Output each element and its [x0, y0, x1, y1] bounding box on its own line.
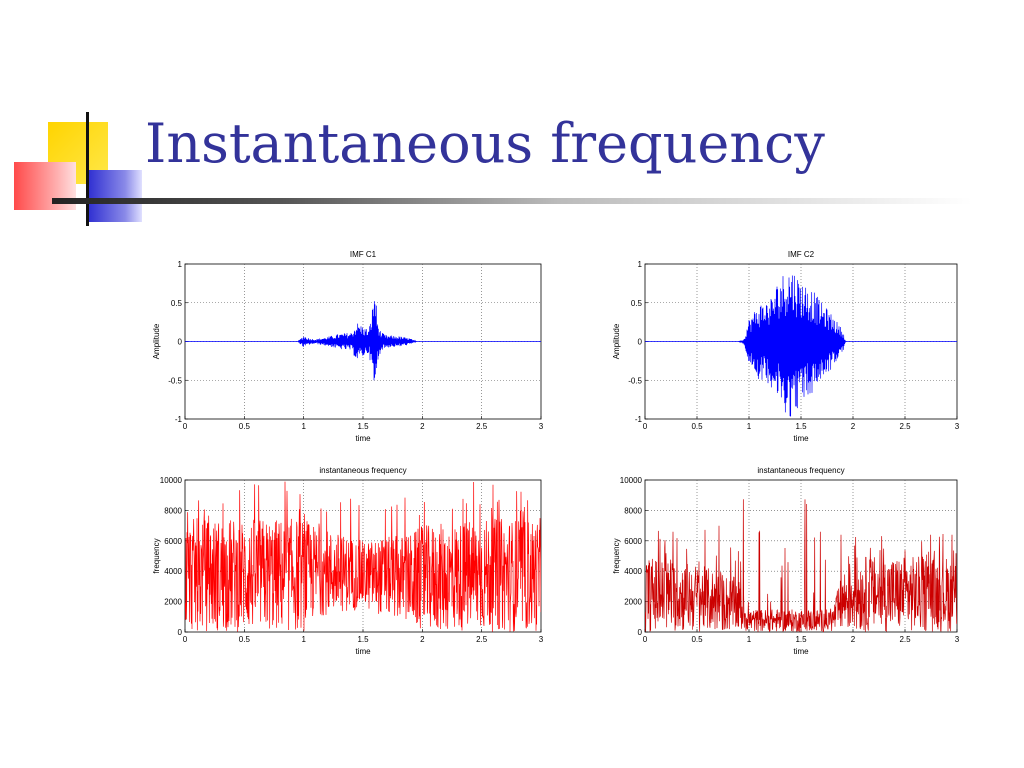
x-tick-label: 1.5	[795, 635, 807, 644]
chart-title: instantaneous frequency	[319, 466, 406, 475]
y-tick-label: 6000	[624, 537, 642, 546]
x-tick-label: 2	[420, 635, 425, 644]
x-axis-label: time	[355, 647, 371, 656]
y-tick-label: 0	[638, 338, 643, 347]
x-tick-label: 1	[301, 422, 306, 431]
x-tick-label: 0	[643, 422, 648, 431]
chart-imf-c1: 0 0.5 1 1.5 2 2.5 3 1 0.5 0 -0.5 -1 IMF C1 time Amplit…	[145, 242, 555, 452]
x-axis-label: time	[793, 647, 809, 656]
deco-blue-square	[86, 170, 142, 222]
y-tick-label: 1	[178, 260, 183, 269]
chart-title: instantaneous frequency	[757, 466, 844, 475]
x-tick-label: 1	[301, 635, 306, 644]
chart-imf-c1-svg: 0 0.5 1 1.5 2 2.5 3 1 0.5 0 -0.5 -1 IMF C1 time Amplit…	[152, 250, 544, 443]
y-tick-label: -1	[635, 415, 643, 424]
x-tick-label: 1	[747, 422, 752, 431]
y-tick-label: 10000	[620, 476, 643, 485]
y-tick-label: 0	[178, 338, 183, 347]
x-tick-label: 1	[747, 635, 752, 644]
x-tick-label: 0	[183, 635, 188, 644]
chart-title: IMF C1	[350, 250, 377, 259]
chart-imf-c2-svg: 0 0.5 1 1.5 2 2.5 3 1 0.5 0 -0.5 -1 IMF C2 time Amplit…	[612, 250, 960, 443]
y-tick-label: -1	[175, 415, 183, 424]
chart-if-c2: 0 0.5 1 1.5 2 2.5 3 10000 8000 6000 4000 2000 0 insta…	[605, 458, 975, 668]
x-tick-label: 3	[955, 635, 960, 644]
y-tick-label: 0	[178, 628, 183, 637]
x-tick-label: 2.5	[476, 422, 488, 431]
y-tick-label: -0.5	[168, 376, 182, 385]
x-tick-label: 2	[851, 635, 856, 644]
y-tick-label: 4000	[624, 567, 642, 576]
x-tick-label: 0.5	[239, 422, 251, 431]
y-tick-label: 8000	[164, 506, 182, 515]
x-tick-label: 2.5	[476, 635, 488, 644]
y-tick-label: 10000	[160, 476, 183, 485]
x-tick-label: 0.5	[691, 422, 703, 431]
x-tick-label: 3	[539, 422, 544, 431]
x-tick-label: 2	[420, 422, 425, 431]
y-tick-label: 8000	[624, 506, 642, 515]
chart-if-c1-svg: 0 0.5 1 1.5 2 2.5 3 10000 8000 6000 4000 2000 0 insta…	[152, 466, 544, 656]
chart-if-c2-svg: 0 0.5 1 1.5 2 2.5 3 10000 8000 6000 4000 2000 0 insta…	[612, 466, 960, 656]
x-tick-label: 0.5	[239, 635, 251, 644]
y-tick-label: 4000	[164, 567, 182, 576]
y-tick-label: 2000	[164, 598, 182, 607]
x-tick-label: 3	[539, 635, 544, 644]
x-tick-label: 1.5	[795, 422, 807, 431]
x-axis-label: time	[793, 434, 809, 443]
y-tick-label: 1	[638, 260, 643, 269]
y-tick-label: 0	[638, 628, 643, 637]
title-underline	[52, 198, 972, 204]
y-tick-label: 0.5	[171, 299, 183, 308]
series-line	[645, 275, 957, 417]
x-tick-label: 2.5	[899, 635, 911, 644]
x-tick-label: 3	[955, 422, 960, 431]
x-tick-label: 2	[851, 422, 856, 431]
y-axis-label: Amplitude	[152, 323, 161, 359]
chart-imf-c2: 0 0.5 1 1.5 2 2.5 3 1 0.5 0 -0.5 -1 IMF C2 time Amplit…	[605, 242, 975, 452]
x-tick-label: 0	[643, 635, 648, 644]
x-tick-label: 2.5	[899, 422, 911, 431]
x-tick-label: 0.5	[691, 635, 703, 644]
y-axis-label: frequency	[612, 538, 621, 573]
y-tick-label: -0.5	[628, 376, 642, 385]
y-axis-label: frequency	[152, 538, 161, 573]
deco-vertical-line	[86, 112, 89, 226]
chart-title: IMF C2	[788, 250, 815, 259]
x-tick-label: 0	[183, 422, 188, 431]
slide-title: Instantaneous frequency	[145, 112, 825, 175]
x-tick-label: 1.5	[357, 422, 369, 431]
y-tick-label: 2000	[624, 598, 642, 607]
x-axis-label: time	[355, 434, 371, 443]
series-line	[645, 499, 957, 632]
y-tick-label: 0.5	[631, 299, 643, 308]
series-line	[185, 301, 541, 381]
x-tick-label: 1.5	[357, 635, 369, 644]
chart-if-c1: 0 0.5 1 1.5 2 2.5 3 10000 8000 6000 4000 2000 0 insta…	[145, 458, 555, 668]
y-tick-label: 6000	[164, 537, 182, 546]
series-line	[185, 481, 541, 632]
y-axis-label: Amplitude	[612, 323, 621, 359]
